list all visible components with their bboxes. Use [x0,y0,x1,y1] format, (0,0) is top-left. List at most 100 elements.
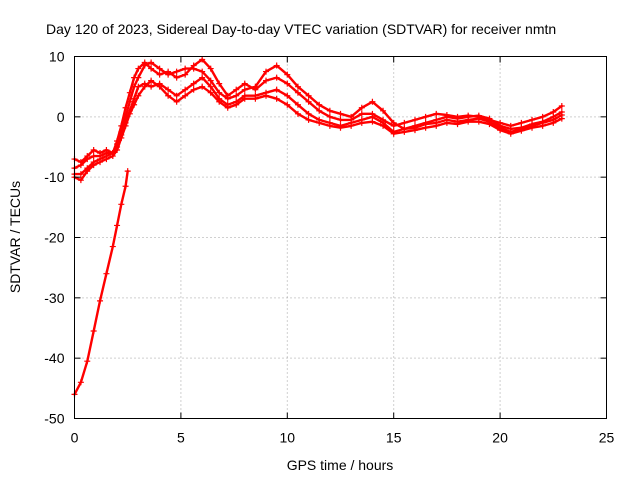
data-point [475,118,482,125]
data-point [263,77,270,84]
y-tick-label: -50 [44,411,64,427]
data-point [486,121,493,128]
data-point [190,80,197,87]
data-point [207,83,214,90]
data-point [199,74,206,81]
data-point [165,71,172,78]
data-point [558,115,565,122]
data-point [216,80,223,87]
data-point [348,113,355,120]
data-point [326,122,333,129]
x-tick-label: 20 [492,430,508,446]
x-axis-label: GPS time / hours [287,457,394,473]
data-point [358,119,365,126]
data-point [326,107,333,114]
data-point [454,121,461,128]
data-point [90,147,97,154]
data-point [233,86,240,93]
data-point [173,98,180,105]
data-point [103,270,110,277]
y-tick-label: 0 [57,109,65,125]
data-point [305,110,312,117]
x-tick-label: 25 [599,430,615,446]
data-point [77,379,84,386]
data-point [443,119,450,126]
data-point [284,71,291,78]
data-point [224,104,231,111]
data-point [173,68,180,75]
data-point [326,113,333,120]
series-track-1 [71,56,565,166]
data-point [252,83,259,90]
data-point [337,124,344,131]
y-tick-label: -20 [44,230,64,246]
grid [74,56,607,419]
data-point [216,89,223,96]
data-point [182,65,189,72]
data-point [90,328,97,335]
y-tick-label: -10 [44,169,64,185]
data-point [141,83,148,90]
data-point [141,62,148,69]
data-point [433,122,440,129]
series-line [73,61,563,170]
data-series [71,56,565,398]
data-point [148,59,155,66]
data-point [422,124,429,131]
data-point [131,101,138,108]
data-point [84,358,91,365]
data-point [77,177,84,184]
data-point [284,80,291,87]
data-point [401,119,408,126]
data-point [124,168,131,175]
data-point [422,113,429,120]
chart-title: Day 120 of 2023, Sidereal Day-to-day VTE… [46,21,556,37]
data-point [148,83,155,90]
data-point [109,153,116,160]
data-point [380,107,387,114]
data-point [135,74,142,81]
data-point [284,92,291,99]
data-point [114,147,121,154]
data-point [182,71,189,78]
axis-ticks: 0 5 10 15 20 25 -50 -40 -30 -20 -10 0 10 [44,49,614,446]
data-point [122,122,129,129]
data-point [156,83,163,90]
data-point [380,122,387,129]
data-point [358,104,365,111]
series-track-2 [71,59,565,172]
data-point [90,162,97,169]
data-point [122,183,129,190]
data-point [216,98,223,105]
y-tick-label: -40 [44,350,64,366]
data-point [199,56,206,63]
x-tick-label: 5 [177,430,185,446]
data-point [305,116,312,123]
data-point [507,130,514,137]
data-point [401,128,408,135]
data-point [207,65,214,72]
series-line [73,79,563,182]
data-point [199,83,206,90]
data-point [118,134,125,141]
data-point [148,77,155,84]
data-point [411,116,418,123]
data-point [294,110,301,117]
data-point [539,122,546,129]
data-point [114,222,121,229]
y-tick-label: 10 [49,49,65,65]
data-point [173,92,180,99]
data-point [337,116,344,123]
data-point [273,62,280,69]
data-point [284,101,291,108]
data-point [390,130,397,137]
data-point [294,89,301,96]
data-point [90,153,97,160]
data-point [84,156,91,163]
data-point [294,83,301,90]
data-point [207,77,214,84]
data-point [118,201,125,208]
data-point [316,101,323,108]
data-point [241,80,248,87]
data-point [390,119,397,126]
